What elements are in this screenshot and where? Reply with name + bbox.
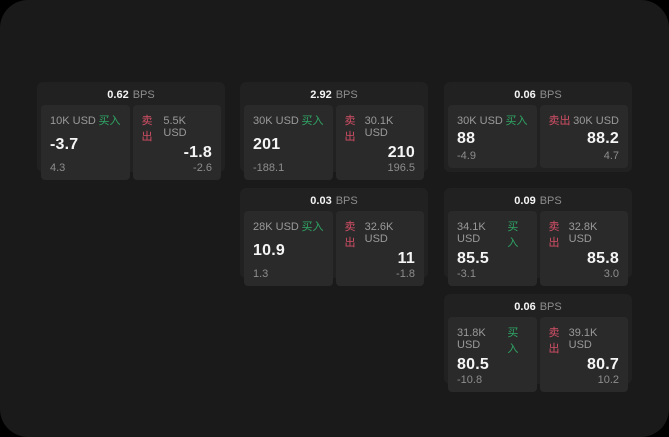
buy-panel[interactable]: 30K USD 买入 201 -188.1 — [244, 105, 333, 180]
sell-price: 210 — [387, 144, 415, 161]
sell-size-label: 32.6K USD — [364, 221, 394, 245]
buy-panel[interactable]: 31.8K USD 买入 80.5 -10.8 — [448, 317, 537, 392]
sell-sub-value: -1.8 — [396, 268, 415, 280]
buy-price: 10.9 — [253, 242, 285, 259]
bps-value: 0.09 — [514, 195, 536, 207]
buy-panel[interactable]: 28K USD 买入 10.9 1.3 — [244, 211, 333, 286]
quote-card-3: 0.06 BPS 30K USD 买入 88 -4.9 卖出 30K USD — [444, 82, 632, 172]
bps-header: 0.06 BPS — [448, 85, 628, 105]
sell-price: 11 — [397, 250, 415, 267]
buy-size-label: 31.8K USD — [457, 327, 486, 351]
buy-side-label: 买入 — [507, 221, 519, 249]
bps-header: 0.03 BPS — [244, 191, 424, 211]
sell-sub-value: 196.5 — [387, 162, 415, 174]
sell-sub-value: 3.0 — [603, 268, 619, 280]
sell-panel[interactable]: 卖出 30.1K USD 210 196.5 — [335, 105, 424, 180]
sell-side-label: 卖出 — [141, 115, 153, 143]
bps-value: 2.92 — [310, 89, 332, 101]
buy-side-label: 买入 — [505, 115, 528, 127]
bps-suffix: BPS — [335, 89, 358, 101]
sell-side-label: 卖出 — [344, 221, 356, 249]
quote-card-2: 2.92 BPS 30K USD 买入 201 -188.1 卖出 30.1K U… — [240, 82, 428, 180]
sell-panel[interactable]: 卖出 32.6K USD 11 -1.8 — [335, 211, 424, 286]
sell-price: 85.8 — [587, 250, 619, 267]
buy-panel[interactable]: 34.1K USD 买入 85.5 -3.1 — [448, 211, 537, 286]
bps-header: 0.06 BPS — [448, 297, 628, 317]
buy-price: 85.5 — [457, 250, 489, 267]
bps-header: 0.09 BPS — [448, 191, 628, 211]
sell-size-label: 39.1K USD — [568, 327, 598, 351]
bps-header: 2.92 BPS — [244, 85, 424, 105]
quote-card-6: 0.06 BPS 31.8K USD 买入 80.5 -10.8 卖出 39.1K… — [444, 294, 632, 392]
sell-panel[interactable]: 卖出 39.1K USD 80.7 10.2 — [539, 317, 628, 392]
bps-value: 0.06 — [514, 301, 536, 313]
sell-panel[interactable]: 卖出 5.5K USD -1.8 -2.6 — [132, 105, 221, 180]
sell-size-label: 30K USD — [573, 115, 619, 127]
buy-size-label: 30K USD — [457, 115, 503, 127]
buy-sub-value: -4.9 — [457, 150, 476, 162]
sell-panel[interactable]: 卖出 32.8K USD 85.8 3.0 — [539, 211, 628, 286]
bps-suffix: BPS — [539, 195, 562, 207]
buy-side-label: 买入 — [301, 115, 324, 127]
quote-card-5: 0.09 BPS 34.1K USD 买入 85.5 -3.1 卖出 32.8K … — [444, 188, 632, 286]
sell-size-label: 5.5K USD — [163, 115, 187, 139]
sell-side-label: 卖出 — [548, 221, 560, 249]
buy-size-label: 30K USD — [253, 115, 299, 127]
sell-sub-value: -2.6 — [193, 162, 212, 174]
bps-suffix: BPS — [539, 89, 562, 101]
sell-side-label: 卖出 — [548, 115, 571, 127]
buy-panel[interactable]: 30K USD 买入 88 -4.9 — [448, 105, 537, 168]
buy-side-label: 买入 — [98, 115, 121, 127]
sell-price: -1.8 — [183, 144, 212, 161]
sell-sub-value: 10.2 — [597, 374, 619, 386]
quote-card-1: 0.62 BPS 10K USD 买入 -3.7 4.3 卖出 5.5K USD — [37, 82, 225, 180]
bps-value: 0.03 — [310, 195, 332, 207]
sell-side-label: 卖出 — [344, 115, 356, 143]
buy-size-label: 34.1K USD — [457, 221, 486, 245]
sell-size-label: 30.1K USD — [364, 115, 394, 139]
bps-value: 0.06 — [514, 89, 536, 101]
bps-suffix: BPS — [132, 89, 155, 101]
buy-price: 201 — [253, 136, 281, 153]
buy-sub-value: -10.8 — [457, 374, 483, 386]
buy-price: 88 — [457, 130, 476, 147]
buy-size-label: 28K USD — [253, 221, 299, 233]
sell-price: 88.2 — [587, 130, 619, 147]
buy-side-label: 买入 — [507, 327, 519, 355]
sell-panel[interactable]: 卖出 30K USD 88.2 4.7 — [539, 105, 628, 168]
sell-size-label: 32.8K USD — [568, 221, 598, 245]
quote-card-4: 0.03 BPS 28K USD 买入 10.9 1.3 卖出 32.6K USD — [240, 188, 428, 286]
buy-panel[interactable]: 10K USD 买入 -3.7 4.3 — [41, 105, 130, 180]
bps-suffix: BPS — [539, 301, 562, 313]
buy-size-label: 10K USD — [50, 115, 96, 127]
sell-side-label: 卖出 — [548, 327, 560, 355]
buy-price: 80.5 — [457, 356, 489, 373]
bps-suffix: BPS — [335, 195, 358, 207]
buy-sub-value: -188.1 — [253, 162, 285, 174]
bps-header: 0.62 BPS — [41, 85, 221, 105]
sell-sub-value: 4.7 — [603, 150, 619, 162]
buy-sub-value: 1.3 — [253, 268, 269, 280]
sell-price: 80.7 — [587, 356, 619, 373]
buy-side-label: 买入 — [301, 221, 324, 233]
buy-sub-value: 4.3 — [50, 162, 66, 174]
buy-price: -3.7 — [50, 136, 79, 153]
bps-value: 0.62 — [107, 89, 129, 101]
buy-sub-value: -3.1 — [457, 268, 476, 280]
